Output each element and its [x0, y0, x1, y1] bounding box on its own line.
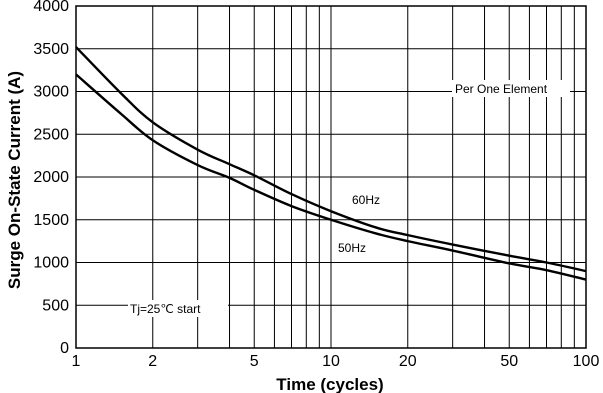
- series-label-60hz: 60Hz: [352, 193, 380, 207]
- y-tick-label-1500: 1500: [33, 212, 69, 229]
- x-tick-label-1: 1: [72, 353, 81, 370]
- y-axis-title: Surge On-State Current (A): [5, 71, 24, 289]
- x-tick-label-5: 5: [250, 353, 259, 370]
- series-line-50hz: [75, 73, 587, 281]
- per-one-element-note: Per One Element: [455, 82, 548, 96]
- grid-lines: [76, 6, 586, 348]
- y-tick-label-2500: 2500: [33, 126, 69, 143]
- series-line-60hz: [75, 46, 587, 273]
- y-tick-label-3000: 3000: [33, 84, 69, 101]
- y-tick-label-3500: 3500: [33, 41, 69, 58]
- x-tick-label-2: 2: [148, 353, 157, 370]
- tj-start-note: Tj=25℃ start: [130, 302, 201, 316]
- tick-labels: 1 2 5 10 20 50 1000500100015002000250030003500…: [33, 0, 599, 370]
- x-axis-title: Time (cycles): [276, 375, 383, 393]
- x-tick-label-50: 50: [500, 353, 518, 370]
- x-tick-label-100: 100: [573, 353, 600, 370]
- x-tick-label-20: 20: [399, 353, 417, 370]
- curve-layer: [75, 46, 587, 281]
- y-tick-label-4000: 4000: [33, 0, 69, 15]
- tj-start-bg: [128, 300, 228, 317]
- plot-frame: [75, 5, 587, 349]
- y-tick-label-2000: 2000: [33, 169, 69, 186]
- y-tick-label-1000: 1000: [33, 255, 69, 272]
- per-one-element-bg: [452, 80, 570, 97]
- y-tick-label-0: 0: [60, 340, 69, 357]
- y-tick-label-500: 500: [42, 297, 69, 314]
- x-tick-label-10: 10: [322, 353, 340, 370]
- series-label-50hz: 50Hz: [338, 241, 366, 255]
